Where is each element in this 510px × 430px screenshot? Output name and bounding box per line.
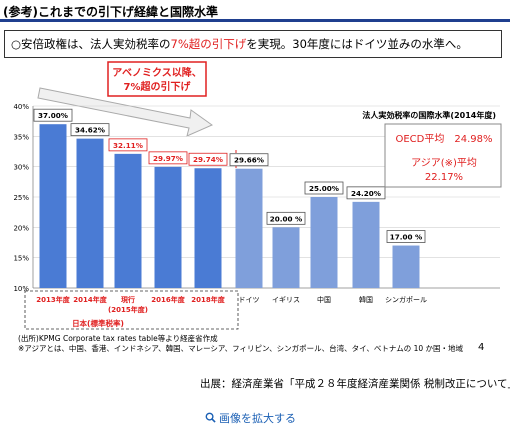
magnifier-icon: [205, 412, 216, 423]
asia-average-label: アジア(※)平均: [411, 157, 477, 169]
japan-bracket: [24, 290, 239, 330]
category-label: イギリス: [272, 296, 300, 304]
bar: [352, 201, 380, 288]
value-label: 37.00%: [38, 111, 68, 120]
source-citation: 出展：経済産業省「平成２８年度経済産業関係 税制改正について」: [200, 378, 510, 390]
asia-average-value: 22.17%: [425, 172, 463, 183]
category-label: 現行: [121, 295, 135, 304]
category-label: シンガポール: [385, 295, 427, 304]
callout-line2: 7%超の引下げ: [124, 80, 192, 93]
y-tick-label: 30%: [13, 164, 29, 172]
bar: [392, 245, 420, 288]
value-label: 25.00%: [309, 184, 339, 193]
value-label: 34.62%: [75, 126, 105, 135]
y-tick-label: 25%: [13, 194, 29, 202]
page-number: 4: [478, 342, 485, 353]
y-tick-label: 10%: [13, 285, 29, 293]
value-label: 17.00 %: [390, 233, 422, 242]
header-title: (参考)これまでの引下げ経緯と国際水準: [3, 5, 218, 19]
intl-title: 法人実効税率の国際水準(2014年度): [362, 110, 496, 120]
y-tick-label: 20%: [13, 224, 29, 232]
y-tick-label: 15%: [13, 255, 29, 263]
category-label: 中国: [317, 295, 331, 304]
japan-sub-label: 日本(標準税率): [72, 318, 124, 328]
category-label: 2014年度: [73, 295, 107, 304]
value-label-box: [188, 152, 228, 166]
value-label-box: [108, 138, 148, 152]
category-label: ドイツ: [239, 296, 260, 304]
bar: [114, 153, 142, 288]
bar: [272, 227, 300, 288]
header-rule: [0, 19, 510, 22]
value-label-box: [33, 108, 73, 122]
summary-suffix: を実現。30年度にはドイツ並みの水準へ。: [246, 37, 468, 51]
enlarge-link-label: 画像を拡大する: [219, 412, 296, 425]
value-label-box: [304, 181, 344, 195]
bar: [39, 124, 67, 288]
summary-text: ○安倍政権は、法人実効税率の7%超の引下げを実現。30年度にはドイツ並みの水準へ…: [11, 36, 468, 52]
trend-arrow-icon: [37, 87, 214, 137]
value-label: 24.20%: [351, 189, 381, 198]
value-label-box: [70, 123, 110, 137]
callout-line1: アベノミクス以降、: [112, 66, 202, 79]
chart-bars: 37.00% 2013年度 34.62% 2014年度 32.11% 現行(2015年度)…: [33, 108, 427, 314]
note-asia: ※アジアとは、中国、香港、インドネシア、韓国、マレーシア、フィリピン、シンガポー…: [18, 344, 464, 353]
category-label: (2015年度): [108, 305, 148, 314]
bar: [194, 168, 222, 288]
y-tick-label: 40%: [13, 103, 29, 111]
bar: [76, 138, 104, 288]
category-label: 2018年度: [191, 295, 225, 304]
value-label: 32.11%: [113, 141, 143, 150]
note-source: (出所)KPMG Corporate tax rates table等より経産省…: [18, 334, 218, 343]
summary-highlight: 7%超の引下げ: [170, 37, 247, 51]
oecd-average: OECD平均 24.98%: [395, 133, 492, 145]
value-label: 20.00 %: [270, 214, 302, 223]
summary-box: ○安倍政権は、法人実効税率の7%超の引下げを実現。30年度にはドイツ並みの水準へ…: [4, 30, 502, 58]
value-label-box: [346, 186, 386, 200]
category-label: 2013年度: [36, 295, 70, 304]
category-label: 韓国: [359, 295, 373, 304]
average-box: [384, 123, 502, 188]
callout-box: [107, 61, 207, 97]
value-label-box: [148, 151, 188, 165]
value-label-box: [386, 230, 426, 243]
category-label: 2016年度: [151, 295, 185, 304]
bar: [235, 168, 263, 288]
y-tick-label: 35%: [13, 133, 29, 141]
enlarge-image-link[interactable]: 画像を拡大する: [205, 410, 296, 426]
value-label: 29.66%: [234, 156, 264, 165]
bar: [154, 166, 182, 288]
value-label-box: [266, 211, 306, 225]
summary-prefix: ○安倍政権は、法人実効税率の: [11, 37, 171, 51]
value-label-box: [229, 153, 269, 167]
value-label: 29.97%: [153, 154, 183, 163]
bar: [310, 197, 338, 288]
value-label: 29.74%: [193, 155, 223, 164]
header: (参考)これまでの引下げ経緯と国際水準: [0, 0, 510, 22]
